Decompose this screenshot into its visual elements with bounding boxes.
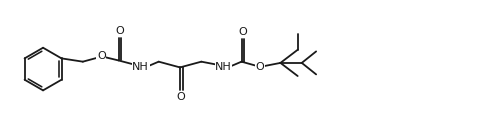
Text: O: O	[255, 62, 264, 72]
Text: O: O	[177, 92, 185, 102]
Text: O: O	[115, 25, 124, 36]
Text: NH: NH	[215, 62, 232, 72]
Text: O: O	[97, 51, 106, 61]
Text: O: O	[238, 27, 247, 37]
Text: NH: NH	[132, 62, 149, 72]
